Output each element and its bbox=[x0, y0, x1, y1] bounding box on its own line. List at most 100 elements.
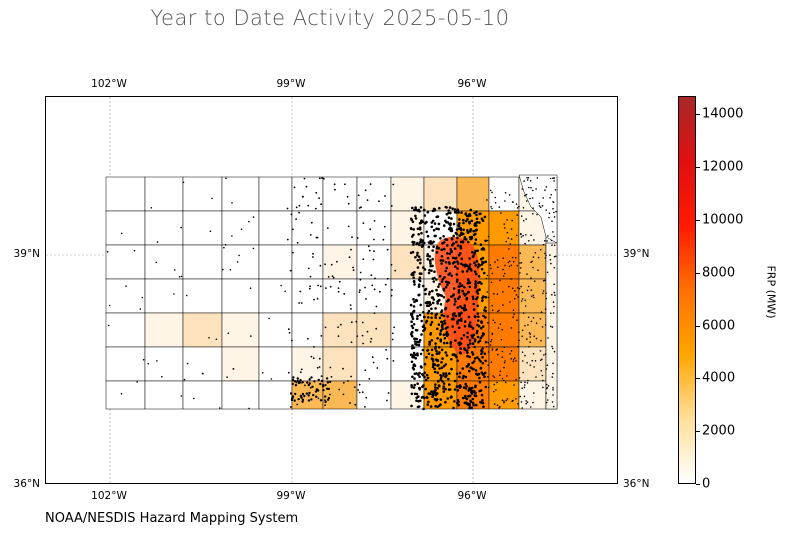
fire-detection-point bbox=[481, 219, 485, 222]
fire-detection-point bbox=[347, 202, 350, 205]
fire-detection-point bbox=[501, 350, 504, 353]
fire-detection-point bbox=[458, 375, 461, 379]
fire-detection-point bbox=[527, 316, 530, 319]
fire-detection-point bbox=[411, 240, 415, 244]
fire-detection-point bbox=[517, 296, 519, 298]
fire-detection-point bbox=[522, 207, 525, 209]
fire-detection-point bbox=[299, 379, 302, 382]
fire-detection-point bbox=[268, 317, 270, 320]
fire-detection-point bbox=[520, 381, 522, 384]
fire-detection-point bbox=[497, 310, 499, 313]
fire-detection-point bbox=[549, 254, 551, 256]
fire-detection-point bbox=[469, 208, 473, 212]
fire-detection-point bbox=[553, 283, 555, 286]
fire-detection-point bbox=[433, 222, 437, 225]
fire-detection-point bbox=[342, 381, 345, 384]
fire-detection-point bbox=[312, 256, 314, 258]
lon-tick-bottom-96w: 96°W bbox=[457, 490, 487, 502]
fire-detection-point bbox=[528, 240, 530, 242]
county bbox=[291, 244, 324, 280]
fire-detection-point bbox=[295, 218, 297, 220]
fire-detection-point bbox=[544, 189, 546, 191]
colorbar-tick-mark bbox=[696, 484, 700, 485]
fire-detection-point bbox=[502, 268, 504, 271]
fire-detection-point bbox=[437, 222, 441, 226]
county bbox=[390, 346, 425, 382]
fire-detection-point bbox=[544, 353, 547, 355]
county bbox=[182, 244, 223, 280]
fire-detection-point bbox=[501, 329, 504, 331]
fire-detection-point bbox=[106, 251, 109, 253]
fire-detection-point bbox=[441, 242, 444, 245]
county bbox=[105, 278, 146, 314]
county bbox=[258, 346, 293, 382]
county bbox=[545, 242, 558, 410]
data-credit: NOAA/NESDIS Hazard Mapping System bbox=[45, 511, 299, 526]
fire-detection-point bbox=[229, 268, 232, 271]
fire-detection-point bbox=[369, 228, 372, 231]
fire-detection-point bbox=[451, 256, 455, 260]
fire-detection-point bbox=[475, 224, 478, 227]
fire-detection-point bbox=[477, 358, 481, 361]
fire-detection-point bbox=[370, 274, 373, 277]
fire-detection-point bbox=[358, 391, 361, 394]
fire-detection-point bbox=[417, 283, 421, 286]
fire-detection-point bbox=[460, 231, 463, 235]
fire-detection-point bbox=[480, 352, 483, 356]
fire-detection-point bbox=[481, 361, 485, 365]
county bbox=[356, 346, 392, 382]
fire-detection-point bbox=[484, 340, 488, 344]
fire-detection-point bbox=[502, 257, 505, 259]
fire-detection-point bbox=[431, 363, 435, 367]
fire-detection-point bbox=[409, 303, 413, 307]
fire-detection-point bbox=[456, 260, 459, 263]
fire-detection-point bbox=[475, 372, 478, 376]
fire-detection-point bbox=[529, 197, 531, 200]
fire-detection-point bbox=[317, 378, 320, 382]
fire-detection-point bbox=[494, 261, 496, 263]
fire-detection-point bbox=[193, 397, 195, 400]
fire-detection-point bbox=[487, 321, 489, 324]
fire-detection-point bbox=[410, 312, 414, 316]
fire-detection-point bbox=[466, 218, 469, 221]
fire-detection-point bbox=[487, 235, 490, 238]
colorbar-tick-label: 4000 bbox=[702, 370, 736, 386]
fire-detection-point bbox=[430, 225, 434, 229]
fire-detection-point bbox=[346, 195, 349, 198]
fire-detection-point bbox=[133, 249, 136, 252]
fire-detection-point bbox=[462, 292, 466, 295]
fire-detection-point bbox=[459, 319, 463, 322]
fire-detection-point bbox=[468, 321, 472, 324]
fire-detection-point bbox=[474, 286, 477, 289]
fire-detection-point bbox=[468, 355, 472, 359]
map-panel[interactable] bbox=[45, 96, 618, 484]
fire-detection-point bbox=[466, 354, 469, 358]
fire-detection-point bbox=[432, 245, 435, 248]
fire-detection-point bbox=[534, 360, 537, 362]
fire-detection-point bbox=[527, 176, 530, 179]
fire-detection-point bbox=[535, 322, 538, 324]
fire-detection-point bbox=[305, 185, 308, 188]
fire-detection-point bbox=[551, 376, 554, 378]
fire-detection-point bbox=[424, 292, 427, 296]
fire-detection-point bbox=[431, 249, 435, 252]
fire-detection-point bbox=[415, 392, 419, 396]
fire-detection-point bbox=[416, 317, 419, 320]
fire-detection-point bbox=[471, 397, 475, 401]
fire-detection-point bbox=[423, 268, 427, 271]
fire-detection-point bbox=[500, 212, 502, 214]
fire-detection-point bbox=[416, 353, 419, 357]
fire-detection-point bbox=[462, 218, 465, 222]
fire-detection-point bbox=[451, 207, 455, 210]
fire-detection-point bbox=[499, 279, 501, 282]
fire-detection-point bbox=[430, 348, 434, 352]
fire-detection-point bbox=[337, 326, 339, 328]
fire-detection-point bbox=[436, 405, 439, 409]
fire-detection-point bbox=[467, 346, 470, 349]
fire-detection-point bbox=[411, 315, 414, 319]
fire-detection-point bbox=[532, 256, 535, 258]
fire-detection-point bbox=[462, 307, 466, 310]
fire-detection-point bbox=[437, 346, 441, 349]
fire-detection-point bbox=[524, 354, 526, 357]
fire-detection-point bbox=[489, 264, 492, 266]
